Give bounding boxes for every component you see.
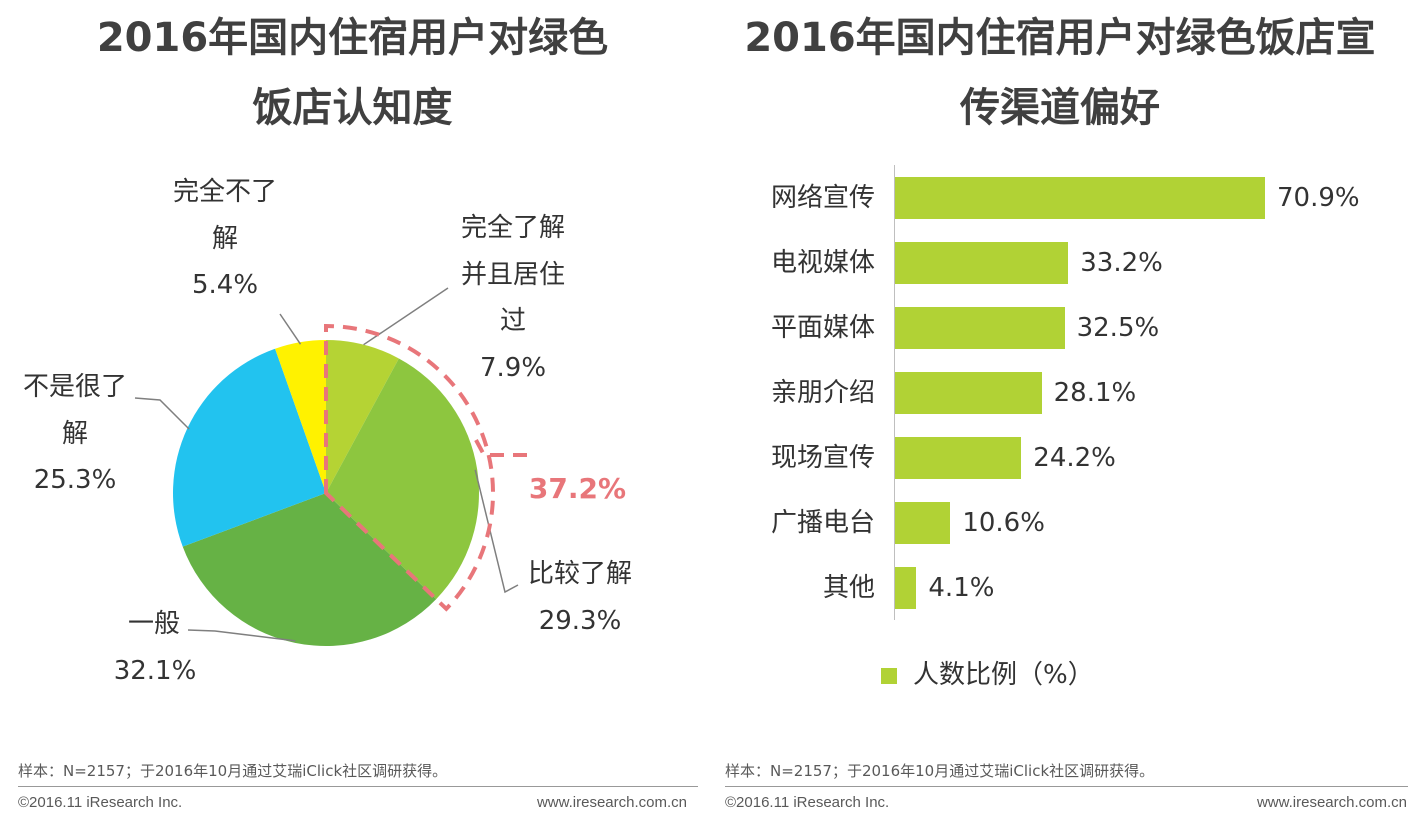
bar-rect xyxy=(895,177,1265,219)
pie-value-not-very-understand: 25.3% xyxy=(33,465,117,496)
bar-category-label: 广播电台 xyxy=(770,508,875,538)
bar-value-label: 24.2% xyxy=(1033,443,1116,473)
bar-rect xyxy=(895,242,1069,284)
pie-label-fully-understand: 完全了解 并且居住 过 7.9% xyxy=(448,214,578,382)
pie-label-fully-understand-line-3: 过 xyxy=(499,306,526,337)
pie-label-fairly-understand-line-1: 比较了解 xyxy=(527,559,632,589)
pie-label-not-understand-line-2: 解 xyxy=(211,223,238,254)
pie-chart-panel: 2016年国内住宿用户对绿色 饭店认知度 完全了解 并且居住 过 7.9% 比较… xyxy=(0,0,705,829)
pie-value-fairly-understand: 29.3% xyxy=(538,605,622,636)
pie-slice-fairly-understand xyxy=(326,358,479,600)
footer-note-left: 样本：N=2157；于2016年10月通过艾瑞iClick社区调研获得。 xyxy=(18,762,448,780)
legend-swatch xyxy=(881,667,897,684)
pie-label-fully-understand-line-2: 并且居住 xyxy=(460,259,565,290)
pie-chart xyxy=(134,287,530,647)
footer-copyright-left: ©2016.11 iResearch Inc. xyxy=(18,794,183,811)
pie-label-fully-understand-line-1: 完全了解 xyxy=(460,213,565,243)
bar-axis-line xyxy=(894,165,895,620)
bar-rect xyxy=(895,437,1022,479)
bar-value-label: 10.6% xyxy=(962,508,1045,538)
bar-rect xyxy=(895,502,951,544)
footer-copyright-right: ©2016.11 iResearch Inc. xyxy=(725,794,890,811)
bar-value-label: 33.2% xyxy=(1080,248,1163,278)
pie-slice-fully-understand xyxy=(326,340,399,493)
footer-divider-left xyxy=(18,786,698,787)
pie-label-not-understand-line-1: 完全不了 xyxy=(172,177,277,207)
bar-value-label: 4.1% xyxy=(928,573,995,603)
pie-value-average: 32.1% xyxy=(113,655,197,686)
pie-label-fairly-understand: 比较了解 29.3% xyxy=(515,560,645,635)
bar-title-line-2: 传渠道偏好 xyxy=(960,85,1160,131)
pie-leader-fully-understand xyxy=(363,287,449,346)
pie-label-average: 一般 32.1% xyxy=(100,610,210,685)
bar-value-label: 28.1% xyxy=(1053,378,1137,408)
pie-slice-average xyxy=(182,493,437,647)
pie-highlight-label: 37.2% xyxy=(528,472,627,505)
footer-note-right: 样本：N=2157；于2016年10月通过艾瑞iClick社区调研获得。 xyxy=(725,762,1155,780)
pie-label-not-understand: 完全不了 解 5.4% xyxy=(160,178,290,300)
pie-title-line-1: 2016年国内住宿用户对绿色 xyxy=(96,15,609,61)
bar-chart-panel: 2016年国内住宿用户对绿色饭店宣 传渠道偏好 网络宣传 70.9% 电视媒体 33.… xyxy=(705,0,1415,829)
bar-category-label: 亲朋介绍 xyxy=(770,378,875,408)
legend-label: 人数比例（%） xyxy=(913,660,1094,690)
pie-label-not-very-understand-line-1: 不是很了 xyxy=(22,372,127,402)
bar-category-label: 现场宣传 xyxy=(770,443,875,473)
pie-leader-average xyxy=(187,629,296,642)
bar-legend: 人数比例（%） xyxy=(881,662,1094,688)
pie-label-not-very-understand-line-2: 解 xyxy=(61,418,88,449)
pie-label-not-very-understand: 不是很了 解 25.3% xyxy=(10,373,140,495)
bar-category-label: 其他 xyxy=(822,573,875,603)
pie-title-line-2: 饭店认知度 xyxy=(252,85,453,131)
bar-rect xyxy=(895,372,1042,414)
footer-site-right: www.iresearch.com.cn xyxy=(1256,794,1407,811)
bar-category-label: 电视媒体 xyxy=(770,248,875,278)
pie-leader-not-very-understand xyxy=(134,397,190,430)
bar-rect xyxy=(895,307,1065,349)
pie-label-average-line-1: 一般 xyxy=(128,609,181,639)
bar-category-label: 网络宣传 xyxy=(770,183,875,213)
pie-leader-not-understand xyxy=(279,313,302,345)
pie-highlight-connector xyxy=(474,439,530,457)
pie-leader-fairly-understand xyxy=(474,469,519,594)
bar-rect xyxy=(895,567,917,609)
pie-value-not-understand: 5.4% xyxy=(191,270,259,301)
footer-divider-right xyxy=(725,786,1408,787)
pie-highlight-outline xyxy=(324,323,495,612)
footer-site-left: www.iresearch.com.cn xyxy=(536,794,687,811)
bar-value-label: 32.5% xyxy=(1076,313,1160,343)
bar-value-label: 70.9% xyxy=(1277,183,1360,213)
bar-title-line-1: 2016年国内住宿用户对绿色饭店宣 xyxy=(744,15,1376,61)
pie-value-fully-understand: 7.9% xyxy=(479,352,547,383)
pie-slice-not-very-understand xyxy=(173,348,326,547)
bar-category-label: 平面媒体 xyxy=(770,313,875,343)
pie-slice-not-understand xyxy=(275,340,326,493)
